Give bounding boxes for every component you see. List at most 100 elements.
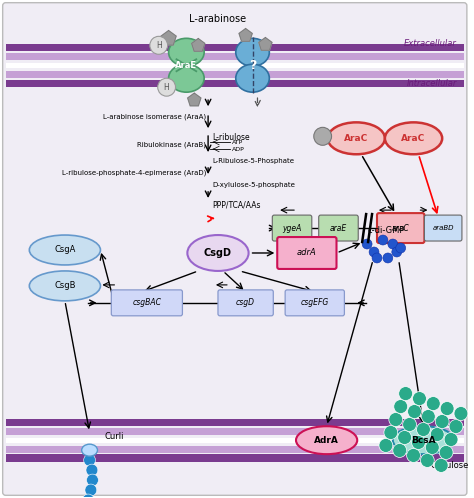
Bar [6,44,464,51]
Ellipse shape [82,444,98,456]
Circle shape [403,417,417,431]
Bar [6,455,464,462]
Circle shape [384,425,398,439]
Circle shape [434,459,448,473]
Circle shape [383,253,393,263]
Text: AraE: AraE [175,61,197,70]
Polygon shape [188,93,201,106]
Text: CsgA: CsgA [54,246,75,254]
Circle shape [394,399,408,413]
Circle shape [411,435,425,449]
Bar [6,419,464,426]
FancyBboxPatch shape [3,2,467,496]
Text: csgBAC: csgBAC [132,298,161,307]
Text: L-arabinose isomerase (AraA): L-arabinose isomerase (AraA) [103,114,206,121]
Circle shape [439,445,453,460]
Circle shape [379,438,393,452]
Circle shape [372,253,382,263]
Circle shape [420,453,434,468]
Text: Ribulokinase (AraB): Ribulokinase (AraB) [137,142,206,148]
Text: L-ribulose-phosphate-4-epimerase (AraD): L-ribulose-phosphate-4-epimerase (AraD) [62,170,206,176]
Text: Cellulose: Cellulose [431,461,469,470]
Circle shape [412,391,427,405]
Ellipse shape [393,426,454,454]
FancyBboxPatch shape [277,237,337,269]
Text: H: H [156,41,162,50]
Ellipse shape [29,271,100,301]
FancyBboxPatch shape [285,290,345,316]
Circle shape [158,78,175,96]
Circle shape [392,247,401,257]
Text: L-arabinose: L-arabinose [190,13,246,23]
Circle shape [87,474,99,486]
Text: CsgB: CsgB [54,281,76,290]
FancyBboxPatch shape [377,213,424,243]
Circle shape [388,239,398,249]
Text: araC: araC [392,224,410,233]
Circle shape [425,440,439,455]
Circle shape [398,430,411,444]
Circle shape [408,404,421,418]
Circle shape [444,432,458,446]
FancyBboxPatch shape [111,290,182,316]
Text: ADP: ADP [232,146,245,151]
Ellipse shape [29,235,100,265]
Text: Curli: Curli [104,432,124,441]
Text: AraC: AraC [401,134,426,143]
Ellipse shape [328,123,385,154]
Text: c-di-GMP: c-di-GMP [367,226,405,235]
Text: Intracellular: Intracellular [407,79,457,88]
Text: AdrA: AdrA [314,436,339,445]
Circle shape [369,247,379,257]
Bar [6,53,464,60]
Text: adrA: adrA [297,249,317,257]
Text: L-Ribulose-5-Phosphate: L-Ribulose-5-Phosphate [212,158,294,164]
Text: araBD: araBD [432,225,454,231]
Circle shape [378,235,388,245]
Text: PPP/TCA/AAs: PPP/TCA/AAs [212,200,261,209]
Circle shape [427,396,440,410]
Circle shape [393,443,407,458]
Text: L-ribulose: L-ribulose [212,132,250,141]
Ellipse shape [296,426,357,454]
Bar [6,80,464,87]
Circle shape [83,454,95,466]
Circle shape [440,401,454,415]
Circle shape [362,239,372,249]
Ellipse shape [236,64,269,92]
Bar [6,446,464,453]
Bar [6,428,464,435]
FancyBboxPatch shape [424,215,462,241]
Circle shape [314,127,331,145]
Ellipse shape [187,235,248,271]
Text: csgD: csgD [236,298,255,307]
Text: Extracellular: Extracellular [404,39,457,48]
Circle shape [449,419,463,433]
Text: ?: ? [249,59,256,72]
Polygon shape [191,38,205,51]
Bar [6,63,464,68]
Circle shape [454,406,468,420]
Circle shape [396,243,406,253]
Circle shape [407,448,420,463]
Text: H: H [164,83,170,92]
Text: csgEFG: csgEFG [301,298,329,307]
Polygon shape [239,28,252,41]
Text: ygeA: ygeA [283,224,302,233]
Circle shape [430,427,444,441]
FancyBboxPatch shape [218,290,273,316]
Ellipse shape [169,38,204,66]
FancyBboxPatch shape [319,215,358,241]
Circle shape [150,36,168,54]
FancyBboxPatch shape [272,215,312,241]
Ellipse shape [169,64,204,92]
Polygon shape [259,37,272,50]
Circle shape [399,386,412,400]
Circle shape [389,412,403,426]
Text: araE: araE [330,224,347,233]
Text: AraC: AraC [344,134,368,143]
Polygon shape [161,30,176,45]
Circle shape [82,494,94,498]
Ellipse shape [236,38,269,66]
Circle shape [421,409,435,423]
